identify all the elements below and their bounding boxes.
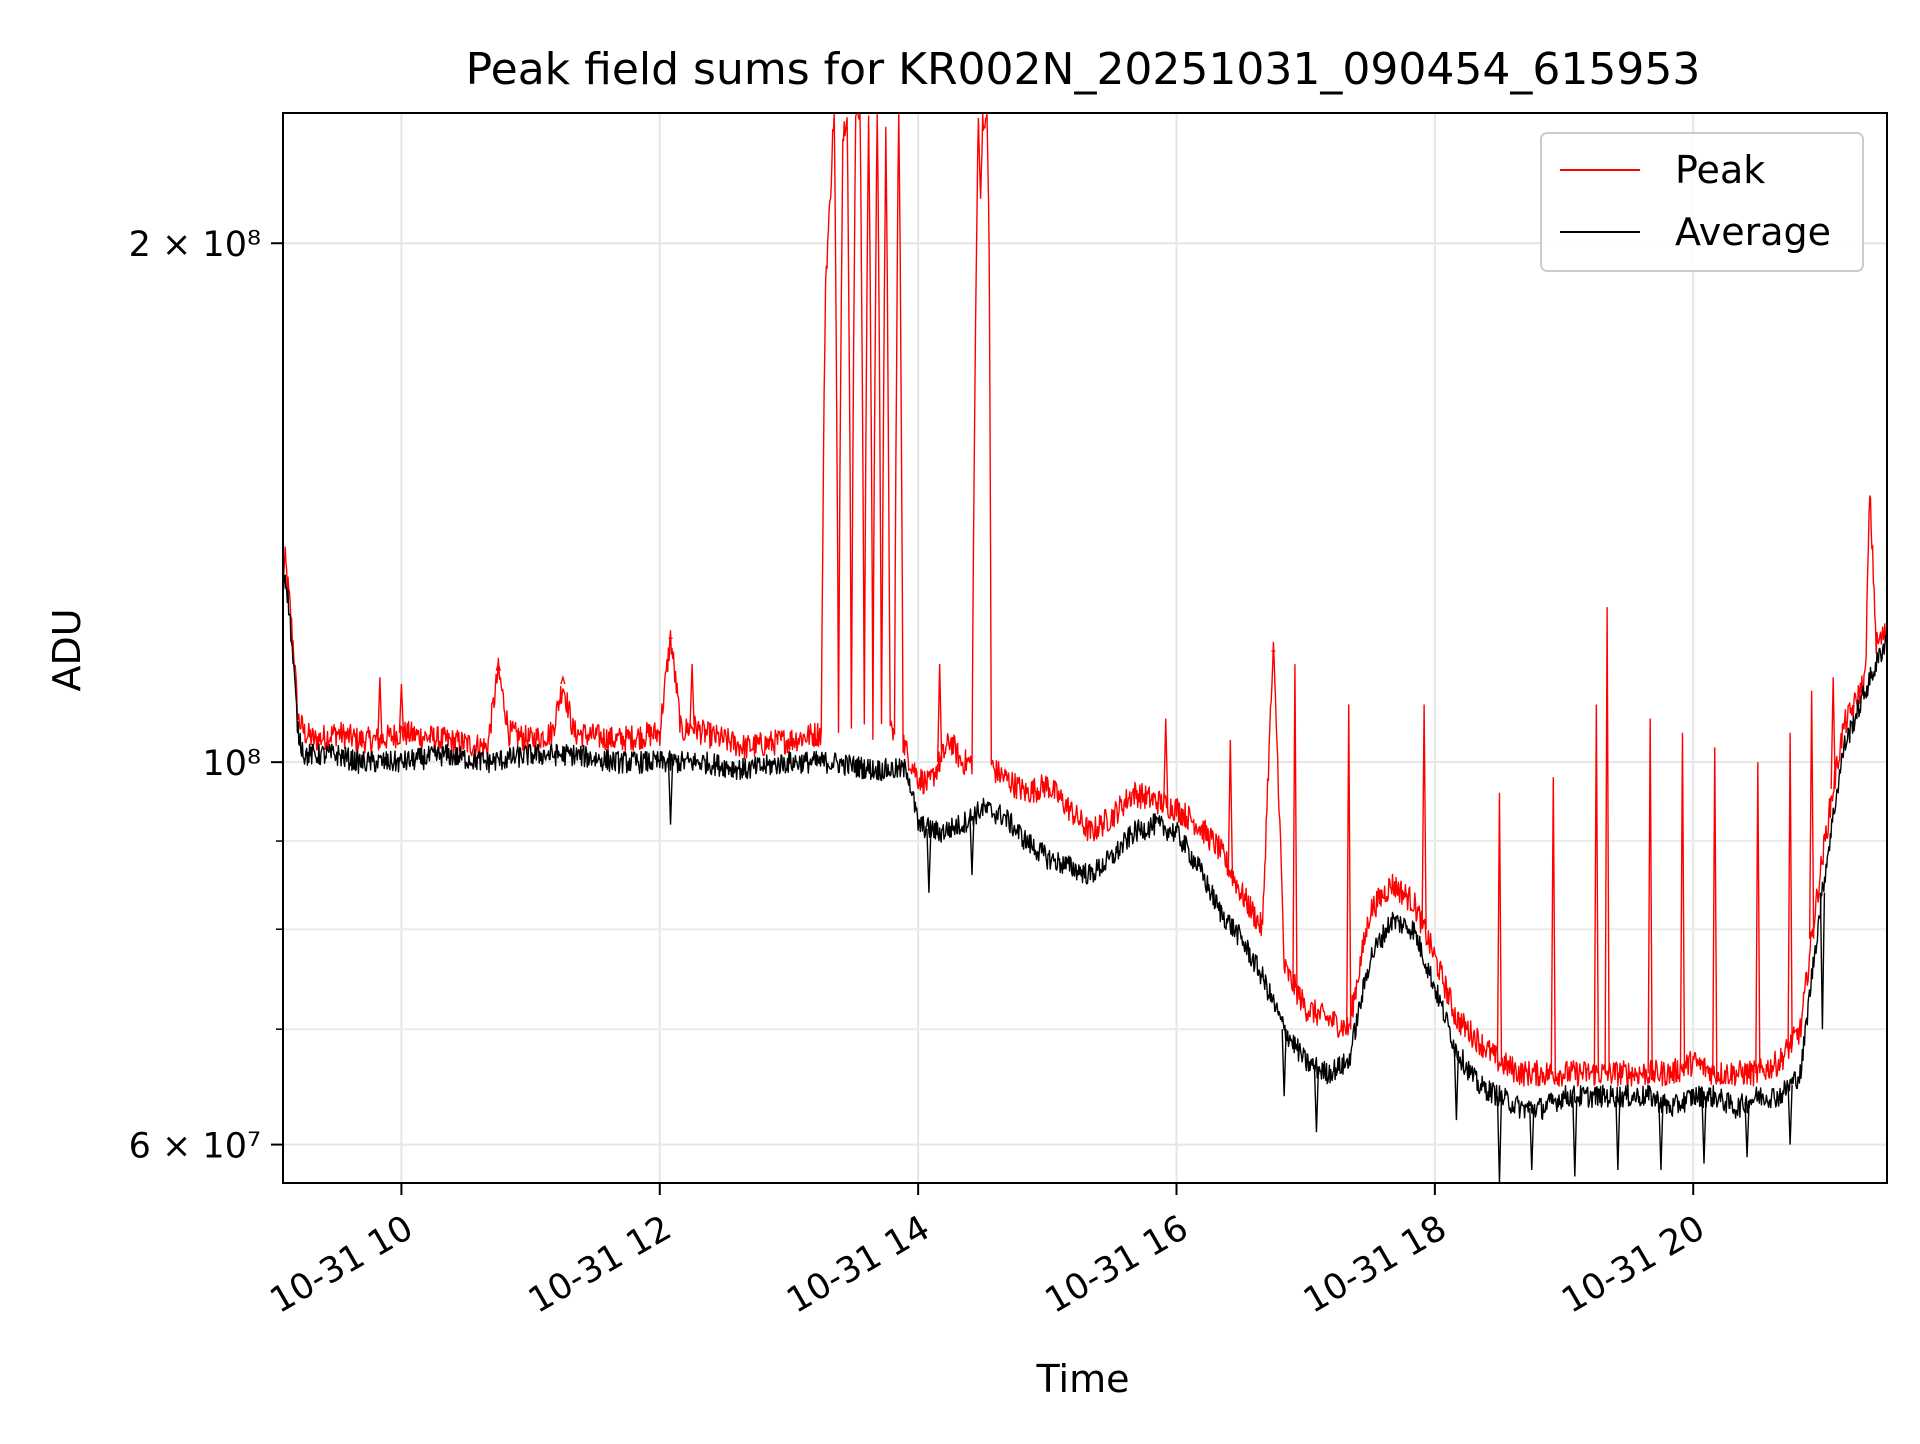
series-average-excursion-1 (926, 828, 932, 893)
series-peak-excursion-0 (377, 677, 383, 741)
y-tick-label-1: 10⁸ (202, 744, 261, 784)
series-peak-excursion-8 (1227, 740, 1234, 871)
chart-title: Peak field sums for KR002N_20251031_0904… (466, 44, 1701, 95)
y-axis-label: ADU (45, 608, 89, 691)
series-average-excursion-14 (1819, 892, 1826, 1030)
series-average-excursion-7 (1529, 1108, 1535, 1171)
series-peak-excursion-5 (689, 664, 695, 726)
series-average-excursion-9 (1615, 1096, 1621, 1170)
series-line-average (282, 574, 1888, 1120)
series-peak-excursion-21 (1787, 732, 1793, 1046)
grid-lines (283, 113, 1887, 1183)
legend-label-peak: Peak (1675, 148, 1765, 192)
legend-label-average: Average (1675, 210, 1831, 254)
series-peak-excursion-14 (1550, 777, 1556, 1074)
series-peak-excursion-23 (1830, 677, 1836, 789)
series-peak-excursion-18 (1679, 732, 1686, 1068)
series-peak-excursion-10 (1292, 664, 1298, 988)
series-peak-excursion-17 (1647, 718, 1653, 1074)
series-average-excursion-10 (1658, 1102, 1664, 1171)
series-average-excursion-5 (1453, 1050, 1460, 1121)
series-line-peak (282, 112, 1888, 1087)
series-average-excursion-4 (1313, 1067, 1320, 1133)
series-peak-excursion-16 (1604, 607, 1610, 1074)
series-peak-excursion-2 (495, 661, 501, 671)
series-average-excursion-8 (1572, 1096, 1578, 1177)
legend: Peak Average (1540, 132, 1864, 272)
y-tick-label-2: 2 × 10⁸ (129, 225, 261, 265)
series-peak-excursion-19 (1712, 747, 1718, 1074)
series-average-excursion-12 (1744, 1102, 1750, 1158)
series-average-excursion-2 (969, 816, 975, 876)
series-peak-excursion-6 (936, 664, 943, 763)
series-peak-excursion-11 (1346, 704, 1352, 1030)
series-peak-excursion-20 (1755, 762, 1761, 1074)
series-average-excursion-3 (1281, 1029, 1287, 1097)
series-average-excursion-0 (667, 762, 674, 825)
series-peak-excursion-22 (1808, 690, 1815, 939)
legend-box (1540, 132, 1864, 272)
y-tick-label-0: 6 × 10⁷ (129, 1127, 261, 1167)
series-peak-excursion-1 (398, 684, 405, 733)
series-average-excursion-11 (1701, 1096, 1707, 1164)
series-peak-excursion-3 (560, 674, 566, 685)
series-peak-excursion-12 (1421, 704, 1427, 930)
plot-frame (282, 112, 1888, 1184)
series-peak-excursion-7 (1163, 718, 1169, 805)
x-axis-label: Time (1036, 1357, 1130, 1401)
plot-area (282, 112, 1888, 1184)
series-peak-excursion-13 (1496, 792, 1503, 1062)
series-peak-excursion-15 (1593, 704, 1600, 1074)
series-average-excursion-13 (1787, 1084, 1793, 1145)
